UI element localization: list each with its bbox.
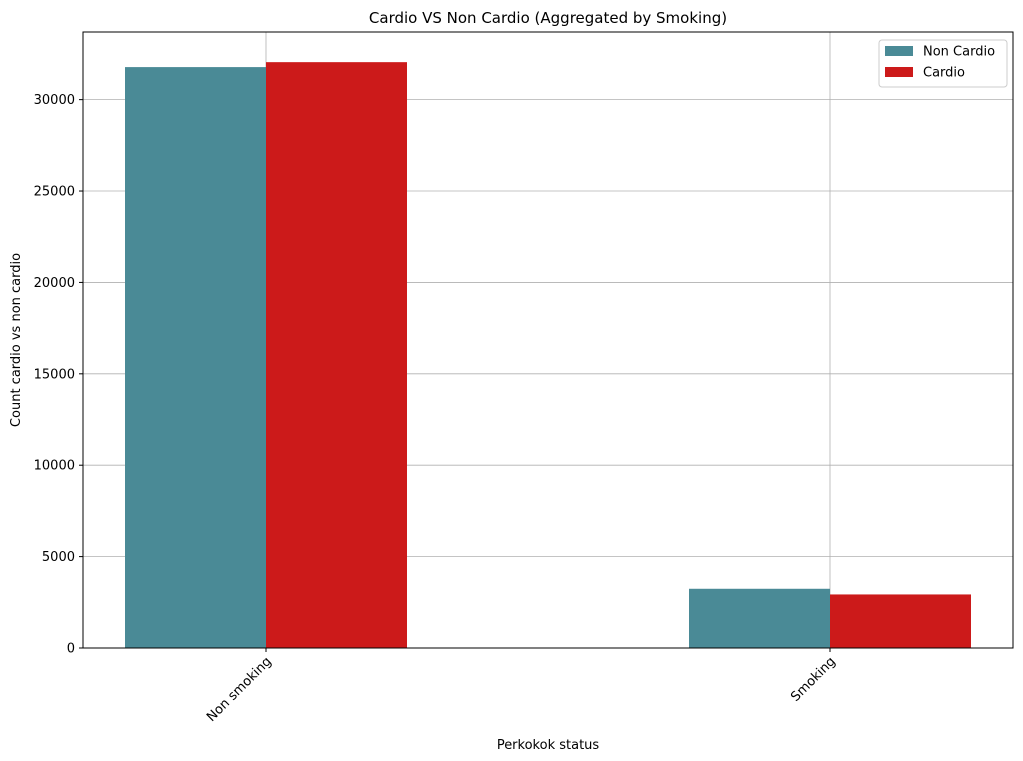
y-tick-label: 15000 — [34, 367, 75, 382]
legend-swatch — [885, 46, 913, 56]
x-tick-label: Non smoking — [204, 654, 275, 725]
y-axis-label: Count cardio vs non cardio — [9, 253, 24, 427]
bar-non-cardio-non-smoking — [125, 67, 266, 648]
x-axis-ticks: Non smoking Smoking — [204, 648, 839, 725]
y-tick-label: 20000 — [34, 276, 75, 291]
y-axis-ticks: 0 5000 10000 15000 20000 25000 30000 — [34, 93, 83, 657]
plot-frame — [82, 31, 1014, 649]
legend-label: Non Cardio — [923, 45, 995, 60]
legend-swatch — [885, 67, 913, 77]
y-tick-label: 10000 — [34, 459, 75, 474]
x-tick-label: Smoking — [788, 654, 839, 705]
chart-title: Cardio VS Non Cardio (Aggregated by Smok… — [369, 9, 727, 27]
y-tick-label: 0 — [67, 642, 75, 657]
bar-non-cardio-smoking — [689, 588, 830, 648]
bars — [125, 62, 971, 649]
y-tick-label: 25000 — [34, 185, 75, 200]
x-axis-label: Perkokok status — [497, 738, 600, 753]
y-tick-label: 5000 — [42, 550, 75, 565]
y-tick-label: 30000 — [34, 93, 75, 108]
legend: Non Cardio Cardio — [878, 39, 1008, 88]
legend-label: Cardio — [923, 66, 965, 81]
bar-cardio-non-smoking — [266, 62, 407, 649]
bar-cardio-smoking — [830, 594, 971, 648]
